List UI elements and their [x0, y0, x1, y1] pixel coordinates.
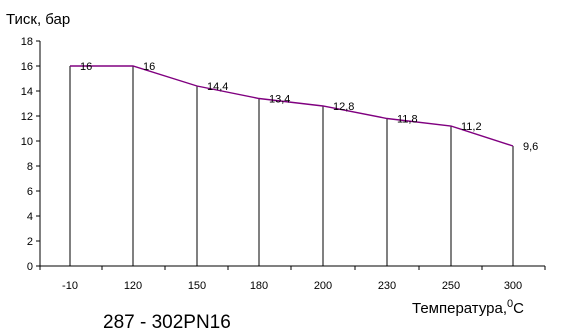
data-label: 14,4 — [207, 81, 228, 93]
y-tick-label: 12 — [21, 111, 33, 123]
y-tick-label: 6 — [27, 186, 33, 198]
data-labels: 16 16 14,4 13,4 12,8 11,8 11,2 9,6 — [80, 61, 538, 153]
data-label: 9,6 — [523, 141, 538, 153]
data-label: 16 — [143, 61, 155, 73]
x-tick-label: 150 — [188, 280, 206, 292]
model-caption: 287 - 302PN16 — [103, 312, 231, 331]
y-axis-title: Тиск, бар — [6, 11, 70, 28]
x-tick-label: -10 — [62, 280, 78, 292]
x-tick-label: 200 — [314, 280, 332, 292]
y-tick-label: 4 — [27, 211, 33, 223]
x-tick-label: 300 — [504, 280, 522, 292]
y-tick-label: 10 — [21, 136, 33, 148]
data-label: 12,8 — [333, 101, 354, 113]
data-label: 13,4 — [269, 94, 290, 106]
y-tick-label: 2 — [27, 236, 33, 248]
y-tick-label: 18 — [21, 36, 33, 48]
x-tick-label: 180 — [250, 280, 268, 292]
x-axis-title: Температура,0С — [412, 298, 524, 317]
x-axis-title-text: Температура, — [412, 300, 507, 317]
x-axis-unit: С — [513, 300, 524, 317]
drop-lines — [69, 66, 514, 266]
y-tick-label: 0 — [27, 261, 33, 273]
data-label: 11,2 — [461, 121, 482, 133]
y-tick-label: 16 — [21, 61, 33, 73]
x-tick-label: 250 — [442, 280, 460, 292]
y-axis-ticks: 0 2 4 6 8 10 12 14 16 18 — [21, 36, 40, 273]
y-tick-label: 14 — [21, 86, 33, 98]
data-label: 11,8 — [397, 114, 418, 126]
x-tick-label: 120 — [124, 280, 142, 292]
y-tick-label: 8 — [27, 161, 33, 173]
x-tick-label: 230 — [378, 280, 396, 292]
data-label: 16 — [80, 61, 92, 73]
x-axis-unit-superscript: 0 — [507, 298, 513, 310]
x-axis-ticks: -10 120 150 180 200 230 250 300 — [39, 266, 546, 292]
series-line — [70, 65, 514, 147]
